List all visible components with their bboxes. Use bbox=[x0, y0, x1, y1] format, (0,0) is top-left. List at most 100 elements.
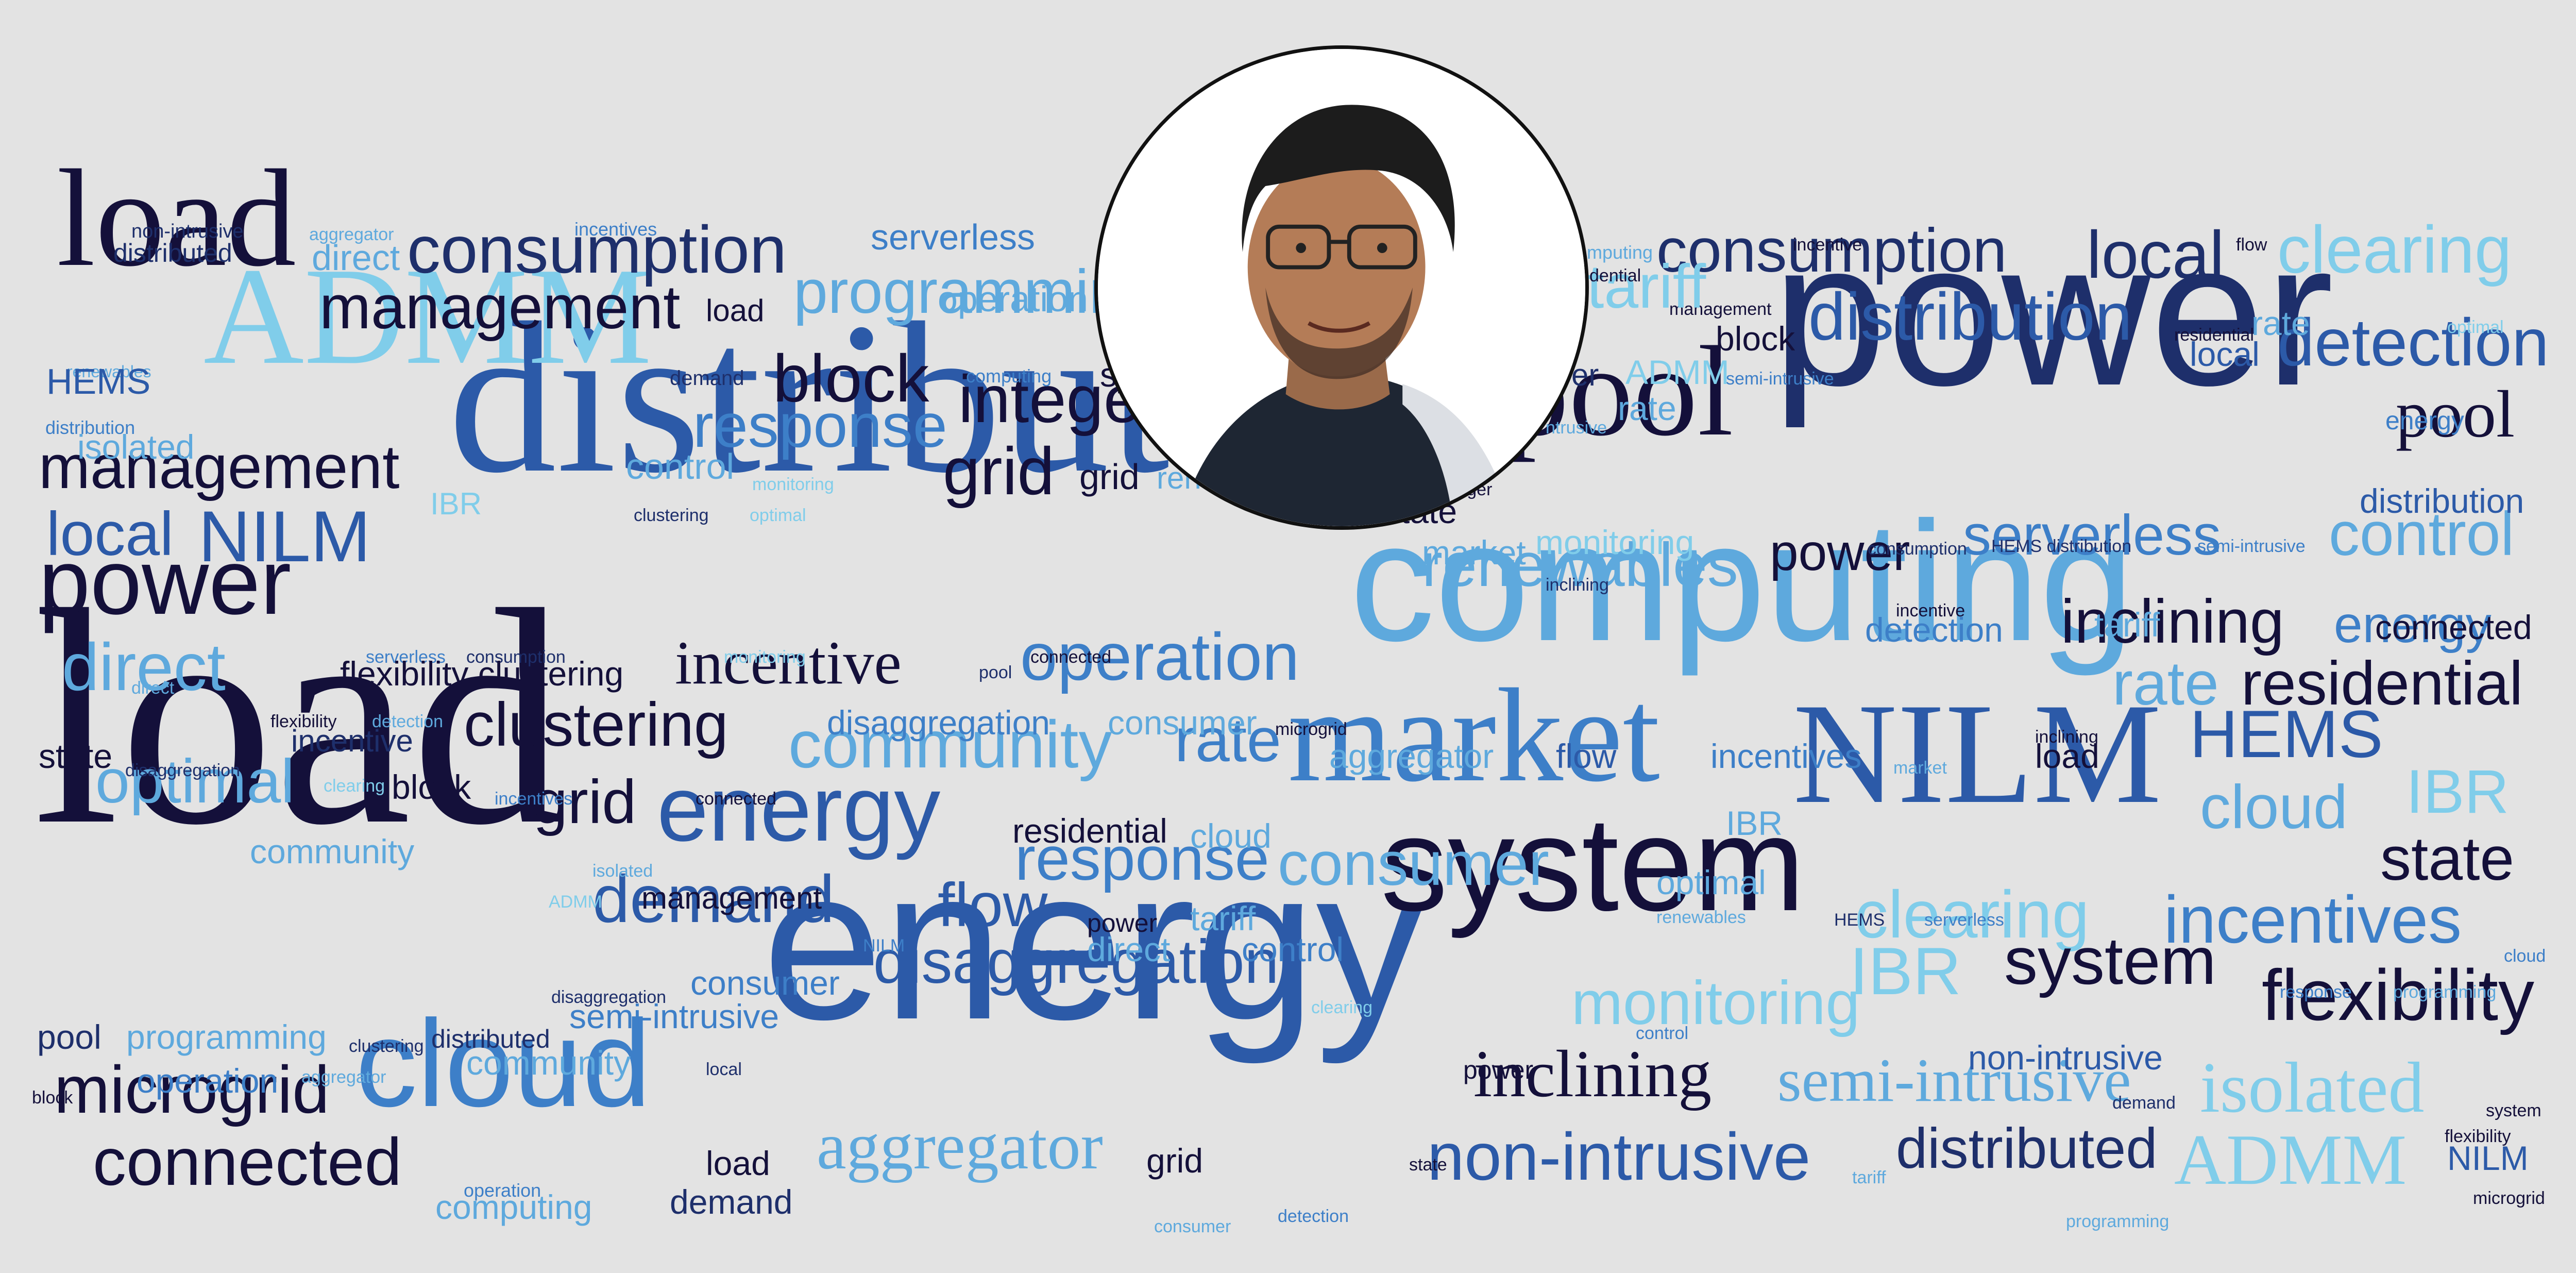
cloud-word: NILM bbox=[1793, 673, 2162, 833]
cloud-word: rate bbox=[1618, 389, 1676, 427]
cloud-word: detection bbox=[1865, 610, 2003, 649]
cloud-word: management bbox=[641, 881, 822, 916]
cloud-word: local bbox=[46, 499, 174, 569]
cloud-word: clearing bbox=[1311, 998, 1373, 1018]
cloud-word: serverless bbox=[366, 647, 446, 667]
cloud-word: consumer bbox=[1278, 829, 1549, 899]
cloud-word: tariff bbox=[1190, 899, 1256, 937]
cloud-word: local bbox=[2190, 334, 2260, 373]
cloud-word: monitoring bbox=[1535, 523, 1694, 561]
cloud-word: power bbox=[1770, 524, 1910, 581]
cloud-word: flexibility bbox=[2445, 1127, 2511, 1147]
cloud-word: direct bbox=[131, 678, 175, 698]
cloud-word: energy bbox=[657, 757, 941, 861]
cloud-word: microgrid bbox=[54, 1051, 330, 1127]
cloud-word: community bbox=[250, 832, 415, 870]
cloud-word: isolated bbox=[592, 861, 653, 881]
cloud-word: HEMS bbox=[1834, 910, 1885, 930]
cloud-word: grid bbox=[943, 433, 1055, 509]
cloud-word: detection bbox=[372, 712, 443, 732]
cloud-word: ADMM bbox=[204, 239, 652, 394]
cloud-word: residential bbox=[2241, 649, 2523, 718]
cloud-word: computing bbox=[1350, 485, 2134, 676]
person-photo-icon bbox=[1098, 49, 1585, 526]
cloud-word: response bbox=[693, 391, 947, 461]
cloud-word: control bbox=[626, 446, 735, 487]
cloud-word: semi-intrusive bbox=[569, 997, 779, 1035]
cloud-word: disaggregation bbox=[125, 761, 241, 781]
cloud-word: flow bbox=[2236, 235, 2267, 255]
cloud-word: cloud bbox=[2200, 773, 2348, 842]
cloud-word: load bbox=[57, 141, 296, 296]
cloud-word: clustering bbox=[464, 690, 728, 760]
cloud-word: grid bbox=[1146, 1141, 1204, 1180]
cloud-word: ADMM bbox=[1625, 353, 1730, 391]
cloud-word: distributed bbox=[431, 1025, 550, 1053]
cloud-word: flow bbox=[1556, 736, 1617, 775]
cloud-word: monitoring bbox=[752, 475, 834, 495]
cloud-word: aggregator bbox=[309, 225, 394, 245]
cloud-word: HEMS bbox=[46, 361, 151, 402]
cloud-word: management bbox=[39, 432, 400, 502]
cloud-word: cloud bbox=[2504, 946, 2546, 966]
cloud-word: management bbox=[319, 273, 681, 342]
cloud-word: energy bbox=[2334, 596, 2492, 654]
cloud-word: consumption bbox=[1656, 216, 2007, 286]
cloud-word: flexibility bbox=[270, 712, 337, 732]
cloud-word: microgrid bbox=[1275, 719, 1347, 740]
cloud-word: incentives bbox=[574, 218, 657, 240]
cloud-word: disaggregation bbox=[551, 987, 667, 1008]
cloud-word: incentive bbox=[675, 628, 902, 697]
cloud-word: optimal bbox=[2447, 317, 2504, 338]
cloud-word: response bbox=[2280, 982, 2352, 1002]
cloud-word: community bbox=[466, 1043, 631, 1082]
cloud-word: incentives bbox=[495, 789, 573, 809]
cloud-word: incentives bbox=[1710, 736, 1862, 775]
cloud-word: flow bbox=[938, 870, 1048, 940]
cloud-word: incentive bbox=[1896, 601, 1965, 621]
cloud-word: disaggregation bbox=[827, 703, 1050, 742]
cloud-word: demand bbox=[670, 1182, 793, 1221]
cloud-word: non-intrusive bbox=[1968, 1038, 2163, 1077]
cloud-word: operation bbox=[1020, 618, 1300, 694]
cloud-word: consumer bbox=[1108, 703, 1257, 742]
cloud-word: dential bbox=[1589, 266, 1641, 286]
cloud-word: mputing bbox=[1587, 241, 1653, 263]
cloud-word: renewables bbox=[1422, 530, 1738, 600]
cloud-word: inclining bbox=[1473, 1036, 1712, 1111]
cloud-word: direct bbox=[62, 629, 226, 705]
cloud-word: energy bbox=[762, 823, 1425, 1065]
cloud-word: load bbox=[706, 293, 765, 328]
cloud-word: system bbox=[2486, 1101, 2541, 1121]
cloud-word: demand bbox=[2112, 1093, 2176, 1113]
cloud-word: aggregator bbox=[301, 1067, 386, 1087]
cloud-word: optimal bbox=[95, 747, 295, 816]
cloud-word: system bbox=[2004, 923, 2216, 998]
cloud-word: block bbox=[32, 1088, 73, 1108]
cloud-word: IBR bbox=[1850, 933, 1961, 1009]
cloud-word: residential bbox=[1012, 811, 1167, 850]
cloud-word: aggregator bbox=[1329, 736, 1494, 775]
cloud-word: load bbox=[706, 1144, 770, 1182]
cloud-word: connected bbox=[696, 789, 776, 809]
cloud-word: grid bbox=[1079, 457, 1140, 497]
cloud-word: detection bbox=[1278, 1207, 1349, 1227]
cloud-word: inclining bbox=[2035, 727, 2098, 747]
cloud-word: NILM bbox=[863, 936, 905, 956]
cloud-word: inclining bbox=[1546, 575, 1609, 595]
cloud-word: block bbox=[773, 340, 929, 416]
cloud-word: rate bbox=[1175, 706, 1281, 775]
cloud-word: computing bbox=[966, 365, 1052, 387]
cloud-word: pool bbox=[2396, 377, 2515, 451]
cloud-word: tariff bbox=[1852, 1168, 1886, 1188]
cloud-word: IBR bbox=[1726, 803, 1783, 842]
cloud-word: operation bbox=[464, 1179, 541, 1201]
cloud-word: connected bbox=[2375, 608, 2532, 646]
cloud-word: incentive bbox=[291, 724, 413, 759]
cloud-word: disaggregation bbox=[873, 927, 1279, 997]
cloud-word: serverless bbox=[1924, 910, 2004, 930]
cloud-word: clustering bbox=[634, 506, 709, 526]
cloud-word: isolated bbox=[2200, 1047, 2425, 1128]
cloud-word: aggregator bbox=[817, 1109, 1103, 1183]
cloud-word: computing bbox=[435, 1187, 592, 1226]
